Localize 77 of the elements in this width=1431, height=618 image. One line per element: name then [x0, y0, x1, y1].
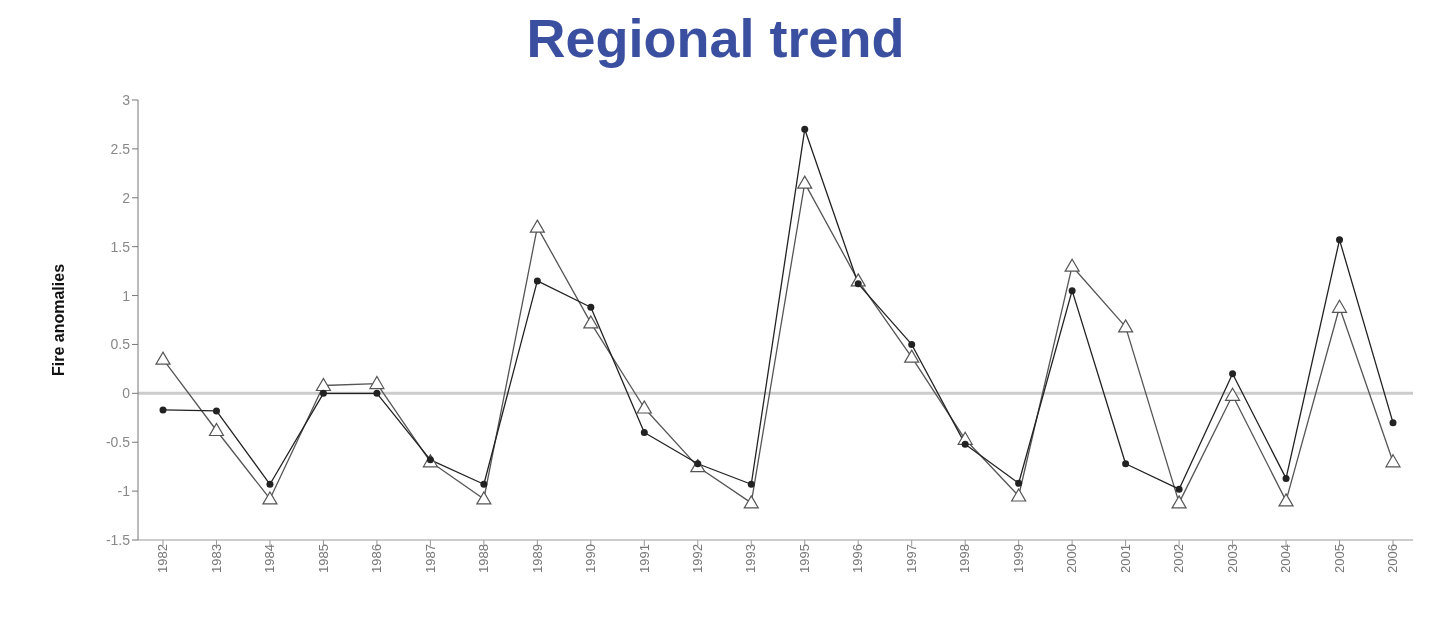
y-tick-label: 0 — [122, 385, 131, 402]
point — [476, 491, 492, 505]
x-tick-label: 1999 — [1010, 544, 1026, 573]
x-tick-label: 1984 — [262, 544, 278, 573]
point — [1389, 419, 1397, 427]
point — [1282, 474, 1290, 482]
x-tick-label: 2000 — [1064, 544, 1080, 573]
point — [155, 351, 171, 365]
chart-title: Regional trend — [525, 8, 906, 68]
x-tick-label: 1987 — [422, 544, 438, 573]
point — [1122, 460, 1130, 468]
point — [1385, 454, 1401, 468]
y-tick-label: 3 — [122, 91, 131, 108]
point — [208, 422, 225, 437]
x-tick-label: 1995 — [796, 544, 812, 573]
x-tick-label: 1983 — [208, 544, 224, 573]
point — [904, 349, 920, 363]
x-tick-label: 2003 — [1224, 544, 1240, 573]
x-tick-label: 1990 — [583, 544, 599, 573]
point — [319, 389, 327, 397]
point — [1175, 485, 1183, 493]
point — [1229, 370, 1237, 378]
y-axis-title: Fire anomalies — [49, 263, 67, 377]
x-tick-label: 1991 — [636, 544, 652, 573]
point — [266, 480, 274, 488]
point — [1011, 488, 1027, 502]
point — [1171, 495, 1187, 509]
point — [854, 280, 862, 288]
point — [533, 277, 541, 285]
point — [1278, 493, 1294, 507]
x-tick-label: 1989 — [529, 544, 545, 573]
x-tick-label: 2004 — [1278, 544, 1294, 573]
point — [640, 428, 648, 436]
point — [369, 375, 385, 390]
y-tick-label: -1 — [117, 483, 131, 500]
point — [159, 406, 167, 414]
point — [480, 480, 488, 488]
x-tick-label: 1993 — [743, 544, 759, 573]
x-tick-label: 1982 — [155, 544, 171, 573]
y-tick-label: -1.5 — [105, 531, 131, 548]
point — [747, 480, 755, 488]
point — [1224, 387, 1241, 401]
point — [262, 491, 278, 505]
x-tick-label: 1986 — [369, 544, 385, 573]
point — [1336, 236, 1344, 244]
x-tick-label: 1997 — [903, 544, 919, 573]
x-tick-label: 2001 — [1117, 544, 1133, 573]
y-tick-label: 2 — [122, 189, 131, 206]
point — [1331, 299, 1348, 313]
y-tick-label: -0.5 — [105, 434, 131, 451]
y-tick-label: 0.5 — [110, 336, 131, 353]
y-tick-label: 1.5 — [110, 238, 131, 255]
x-tick-label: 1988 — [476, 544, 492, 573]
point — [801, 125, 809, 133]
x-tick-label: 1992 — [690, 544, 706, 573]
y-tick-label: 1 — [122, 287, 131, 304]
point — [1015, 479, 1023, 487]
point — [908, 340, 916, 348]
x-tick-label: 1996 — [850, 544, 866, 573]
point — [961, 440, 969, 448]
point — [587, 303, 595, 311]
point — [212, 407, 220, 415]
point — [1064, 258, 1080, 272]
point — [373, 389, 381, 397]
point — [743, 495, 759, 509]
point — [529, 219, 545, 233]
point — [583, 315, 599, 329]
point — [315, 377, 332, 392]
point — [636, 400, 652, 414]
x-tick-label: 2006 — [1385, 544, 1401, 573]
point — [1068, 287, 1076, 295]
y-tick-label: 2.5 — [110, 140, 131, 157]
x-tick-label: 1985 — [315, 544, 331, 573]
x-tick-label: 1998 — [957, 544, 973, 573]
point — [1118, 319, 1134, 333]
x-tick-label: 2002 — [1171, 544, 1187, 573]
x-tick-label: 2005 — [1331, 544, 1347, 573]
